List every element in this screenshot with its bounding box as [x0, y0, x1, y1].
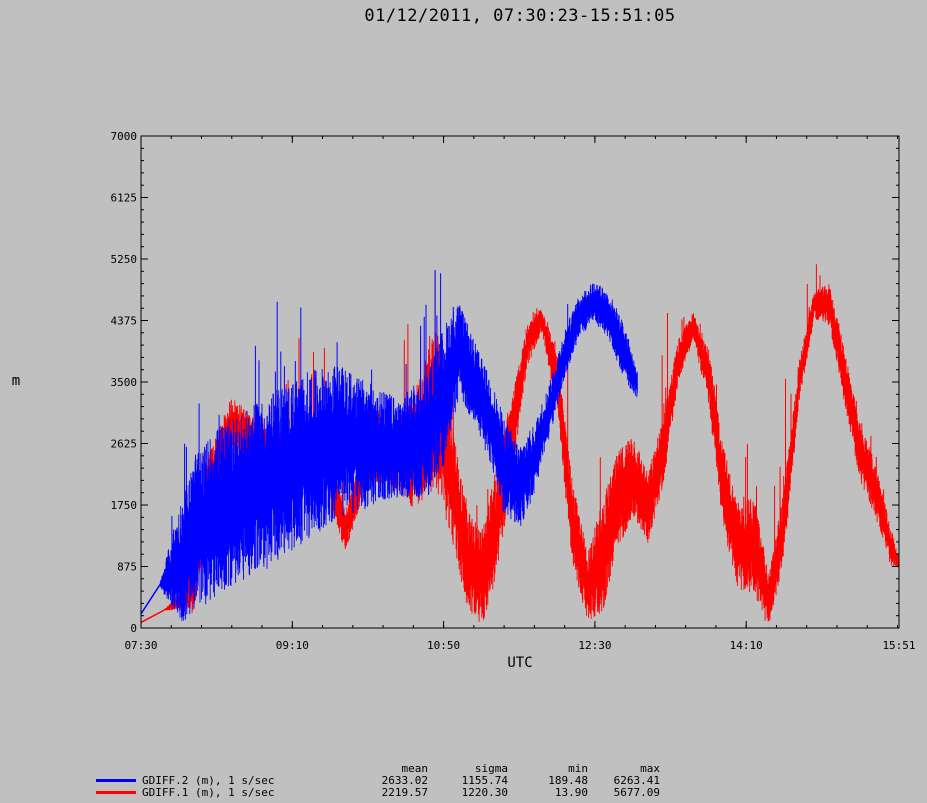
plot-area: 0 875 1750 2625 3500 4375 5250 6125 7000 07:30 09:… — [12, 130, 916, 671]
y-axis-label: m — [12, 373, 20, 389]
chart-title: 01/12/2011, 07:30:23-15:51:05 — [364, 6, 676, 26]
stat-min: 189.48 — [548, 774, 588, 787]
stat-min: 13.90 — [554, 786, 588, 799]
y-tick-label: 0 — [130, 622, 137, 635]
x-tick-label: 14:10 — [730, 639, 763, 652]
legend-swatch-blue — [96, 779, 136, 782]
stat-max: 6263.41 — [613, 774, 660, 787]
legend-label: GDIFF.1 (m), 1 s/sec — [142, 786, 275, 799]
x-tick-label: 15:51 — [882, 639, 915, 652]
y-tick-label: 4375 — [111, 315, 138, 328]
x-tick-label: 07:30 — [124, 639, 157, 652]
legend-label: GDIFF.2 (m), 1 s/sec — [142, 774, 275, 787]
x-tick-label: 09:10 — [276, 639, 309, 652]
x-axis-label: UTC — [507, 655, 532, 671]
stat-mean: 2219.57 — [381, 786, 428, 799]
stat-mean: 2633.02 — [381, 774, 428, 787]
stats-header-sigma: sigma — [474, 762, 508, 775]
series-gdiff2 — [140, 270, 639, 621]
y-tick-label: 1750 — [111, 499, 138, 512]
y-tick-label: 3500 — [111, 376, 138, 389]
x-tick-label: 10:50 — [427, 639, 460, 652]
y-tick-label: 7000 — [111, 130, 138, 143]
y-tick-label: 875 — [117, 561, 137, 574]
x-tick-label: 12:30 — [578, 639, 611, 652]
y-tick-label: 6125 — [111, 192, 138, 205]
stat-sigma: 1220.30 — [461, 786, 508, 799]
y-tick-label: 5250 — [111, 253, 138, 266]
y-tick-label: 2625 — [111, 438, 138, 451]
legend-swatch-red — [96, 791, 136, 794]
stats-header-mean: mean — [401, 762, 429, 775]
stat-sigma: 1155.74 — [461, 774, 508, 787]
stat-max: 5677.09 — [613, 786, 660, 799]
stats-header-min: min — [568, 762, 588, 775]
stats-header-max: max — [640, 762, 660, 775]
